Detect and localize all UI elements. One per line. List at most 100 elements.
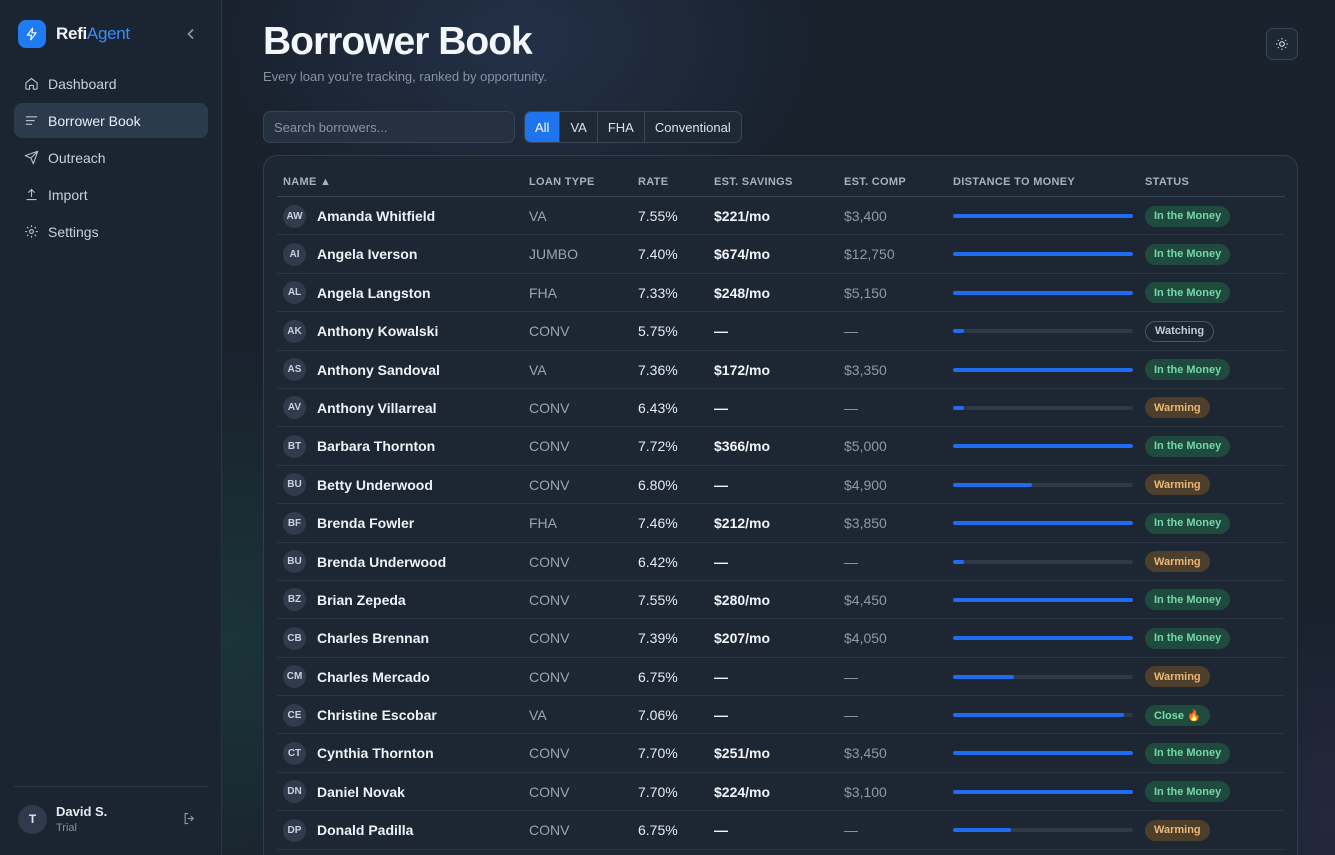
table-row[interactable]: BF Brenda Fowler FHA 7.46% $212/mo $3,850 In t… bbox=[277, 504, 1285, 543]
user-profile[interactable]: T David S. Trial bbox=[18, 804, 107, 834]
status-cell: In the Money bbox=[1145, 427, 1231, 465]
sidebar-item-label: Import bbox=[48, 186, 88, 203]
comp-cell: $5,150 bbox=[844, 284, 887, 301]
sidebar-divider bbox=[14, 786, 208, 787]
distance-bar bbox=[953, 329, 1133, 334]
loan-type-cell: CONV bbox=[529, 745, 570, 762]
savings-cell: $251/mo bbox=[714, 745, 771, 762]
status-badge: In the Money bbox=[1145, 781, 1231, 803]
brand[interactable]: RefiAgent bbox=[18, 20, 130, 48]
comp-cell: $3,850 bbox=[844, 515, 887, 532]
table-row[interactable]: BU Brenda Underwood CONV 6.42% — — Warming bbox=[277, 543, 1285, 581]
table-row[interactable]: BT Barbara Thornton CONV 7.72% $366/mo $5,000… bbox=[277, 427, 1285, 466]
savings-cell: $212/mo bbox=[714, 515, 771, 532]
collapse-sidebar-button[interactable] bbox=[183, 25, 199, 43]
column-header-savings[interactable]: EST. SAVINGS bbox=[714, 176, 793, 188]
avatar: BT bbox=[283, 434, 306, 458]
borrower-name: Amanda Whitfield bbox=[317, 208, 436, 224]
table-row[interactable]: CM Charles Mercado CONV 6.75% — — Warming bbox=[277, 658, 1285, 697]
distance-cell bbox=[953, 466, 1133, 504]
savings-cell: $207/mo bbox=[714, 630, 771, 647]
rate-cell: 6.42% bbox=[638, 553, 678, 570]
table-body: AW Amanda Whitfield VA 7.55% $221/mo $3,400 In… bbox=[277, 197, 1285, 850]
theme-toggle-button[interactable] bbox=[1266, 28, 1298, 60]
filter-va-button[interactable]: VA bbox=[560, 112, 598, 142]
distance-bar bbox=[953, 751, 1133, 756]
table-row[interactable]: AV Anthony Villarreal CONV 6.43% — — Warming bbox=[277, 389, 1285, 428]
filter-conventional-button[interactable]: Conventional bbox=[654, 119, 731, 135]
distance-cell bbox=[953, 811, 1133, 849]
distance-cell bbox=[953, 274, 1133, 312]
sidebar-item-dashboard[interactable]: Dashboard bbox=[14, 66, 208, 101]
table-row[interactable]: AI Angela Iverson JUMBO 7.40% $674/mo $12,750… bbox=[277, 235, 1285, 274]
rate-cell: 7.40% bbox=[638, 246, 678, 263]
borrower-name-cell: AK Anthony Kowalski bbox=[283, 312, 438, 350]
loan-type-cell: VA bbox=[529, 707, 547, 724]
table-row[interactable]: AK Anthony Kowalski CONV 5.75% — — Watching bbox=[277, 312, 1285, 351]
comp-cell: $5,000 bbox=[844, 438, 887, 455]
avatar: CB bbox=[283, 626, 306, 650]
table-row[interactable]: DN Daniel Novak CONV 7.70% $224/mo $3,100 In t… bbox=[277, 773, 1285, 812]
rate-cell: 6.43% bbox=[638, 399, 678, 416]
sidebar-item-settings[interactable]: Settings bbox=[14, 214, 208, 249]
status-badge: In the Money bbox=[1145, 282, 1231, 304]
filter-fha-button[interactable]: FHA bbox=[598, 112, 645, 142]
distance-bar bbox=[953, 789, 1133, 794]
distance-bar-fill bbox=[953, 789, 1133, 794]
status-cell: Warming bbox=[1145, 389, 1210, 427]
borrower-name: Barbara Thornton bbox=[317, 438, 436, 455]
page-title: Borrower Book bbox=[263, 20, 533, 63]
table-row[interactable]: CT Cynthia Thornton CONV 7.70% $251/mo $3,450… bbox=[277, 734, 1285, 773]
borrower-name-cell: CE Christine Escobar bbox=[283, 696, 437, 734]
search-input[interactable] bbox=[263, 111, 515, 143]
logout-button[interactable] bbox=[182, 811, 198, 827]
table-row[interactable]: AW Amanda Whitfield VA 7.55% $221/mo $3,400 In… bbox=[277, 197, 1285, 236]
table-row[interactable]: DP Donald Padilla CONV 6.75% — — Warming bbox=[277, 811, 1285, 850]
borrower-name: Betty Underwood bbox=[317, 476, 433, 493]
borrower-name: Christine Escobar bbox=[317, 707, 437, 724]
borrower-name-cell: AV Anthony Villarreal bbox=[283, 389, 437, 427]
sidebar-item-label: Settings bbox=[48, 223, 99, 240]
sidebar-item-borrower-book[interactable]: Borrower Book bbox=[14, 103, 208, 138]
brand-name-part2: Agent bbox=[86, 24, 130, 43]
sidebar-item-label: Borrower Book bbox=[48, 112, 141, 129]
rate-cell: 7.70% bbox=[638, 783, 678, 800]
filter-all-button[interactable]: All bbox=[525, 112, 561, 142]
sidebar-item-outreach[interactable]: Outreach bbox=[14, 140, 208, 175]
distance-cell bbox=[953, 197, 1133, 235]
column-header-distance[interactable]: DISTANCE TO MONEY bbox=[953, 176, 1076, 188]
loan-type-cell: CONV bbox=[529, 553, 570, 570]
status-badge: Close 🔥 bbox=[1145, 704, 1210, 726]
column-header-name[interactable]: NAME ▲ bbox=[283, 176, 332, 188]
table-row[interactable]: AS Anthony Sandoval VA 7.36% $172/mo $3,350 In… bbox=[277, 351, 1285, 389]
column-header-status[interactable]: STATUS bbox=[1145, 176, 1190, 188]
savings-cell: $221/mo bbox=[714, 208, 771, 224]
column-header-rate[interactable]: RATE bbox=[638, 176, 669, 188]
status-badge: Warming bbox=[1145, 474, 1210, 496]
table-row[interactable]: CB Charles Brennan CONV 7.39% $207/mo $4,050 I… bbox=[277, 619, 1285, 658]
table-row[interactable]: CE Christine Escobar VA 7.06% — — Close 🔥 bbox=[277, 696, 1285, 735]
home-icon bbox=[23, 76, 39, 92]
table-row[interactable]: BU Betty Underwood CONV 6.80% — $4,900 Warming bbox=[277, 466, 1285, 505]
table-row[interactable]: AL Angela Langston FHA 7.33% $248/mo $5,150 In… bbox=[277, 274, 1285, 313]
comp-cell: $3,350 bbox=[844, 361, 887, 378]
status-cell: In the Money bbox=[1145, 197, 1231, 235]
rate-cell: 7.36% bbox=[638, 361, 678, 378]
distance-bar-fill bbox=[953, 214, 1133, 218]
column-header-comp[interactable]: EST. COMP bbox=[844, 176, 906, 188]
sidebar-item-import[interactable]: Import bbox=[14, 177, 208, 212]
loan-type-cell: CONV bbox=[529, 591, 570, 608]
distance-bar bbox=[953, 559, 1133, 564]
loan-type-cell: CONV bbox=[529, 438, 570, 455]
comp-cell: — bbox=[844, 553, 858, 570]
comp-cell: $4,900 bbox=[844, 476, 887, 493]
avatar: AW bbox=[283, 204, 306, 228]
distance-cell bbox=[953, 734, 1133, 772]
borrower-name: Angela Iverson bbox=[317, 246, 418, 263]
status-badge: Watching bbox=[1145, 320, 1215, 342]
distance-cell bbox=[953, 696, 1133, 734]
distance-cell bbox=[953, 619, 1133, 657]
column-header-loan-type[interactable]: LOAN TYPE bbox=[529, 176, 595, 188]
table-row[interactable]: BZ Brian Zepeda CONV 7.55% $280/mo $4,450 In t… bbox=[277, 581, 1285, 620]
comp-cell: $3,450 bbox=[844, 745, 887, 762]
